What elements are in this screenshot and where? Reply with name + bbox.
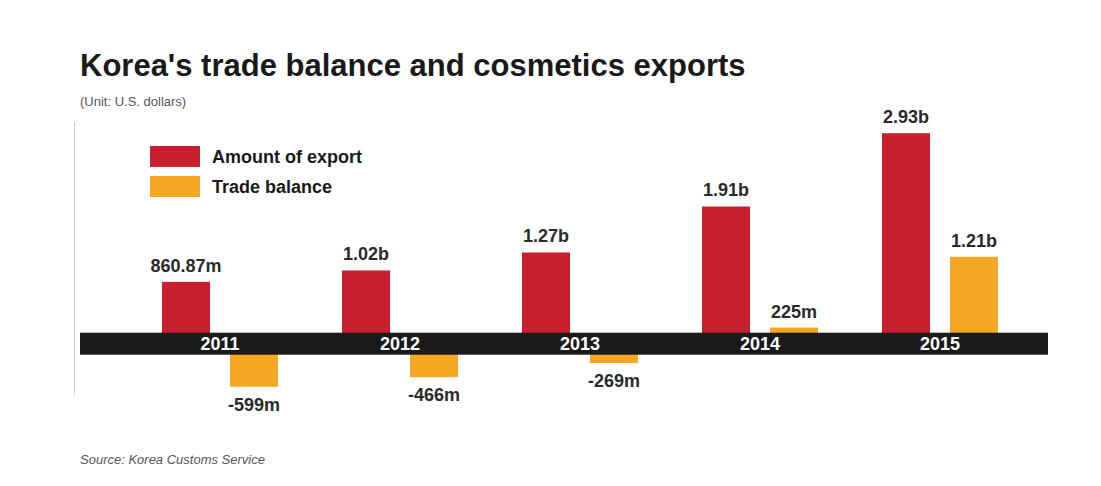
data-label: -269m [588,371,640,391]
legend-label: Trade balance [212,177,332,197]
bar [950,257,998,344]
y-axis-line [74,122,75,395]
x-tick-label: 2014 [740,334,780,354]
legend-label: Amount of export [212,147,362,167]
legend-swatch [150,176,200,197]
x-axis: 2011 2012 2013 2014 2015 [131,334,1031,354]
x-tick-label: 2013 [560,334,600,354]
x-tick-label: 2011 [200,334,239,354]
data-label: 1.02b [343,244,389,264]
data-labels: 860.87m 1.02b 1.27b 1.91b 2.93b -599m -466m -26… [150,107,997,415]
legend-item: Amount of export [150,146,362,167]
legend-swatch [150,146,200,167]
chart: Korea's trade balance and cosmetics expo… [0,0,1101,486]
x-tick: 2014 [740,334,780,354]
x-tick: 2011 [200,334,239,354]
data-label: -466m [408,385,460,405]
x-tick-label: 2012 [380,334,420,354]
zero-band [80,333,1048,355]
data-label: 225m [771,302,817,322]
data-label: -599m [228,395,280,415]
subtitle: (Unit: U.S. dollars) [80,94,186,109]
data-label: 860.87m [150,256,221,276]
source: Source: Korea Customs Service [80,452,265,467]
legend: Amount of export Trade balance [150,146,362,197]
data-label: 1.27b [523,226,569,246]
x-tick: 2013 [560,334,600,354]
bar [702,206,750,343]
data-label: 1.21b [951,231,997,251]
data-label: 2.93b [883,107,929,127]
x-tick-label: 2015 [920,334,960,354]
title: Korea's trade balance and cosmetics expo… [80,48,746,83]
y-axis [74,122,75,395]
bar [882,133,930,343]
data-label: 1.91b [703,180,749,200]
bar [522,252,570,343]
x-tick: 2012 [380,334,420,354]
legend-item: Trade balance [150,176,332,197]
x-tick: 2015 [920,334,960,354]
